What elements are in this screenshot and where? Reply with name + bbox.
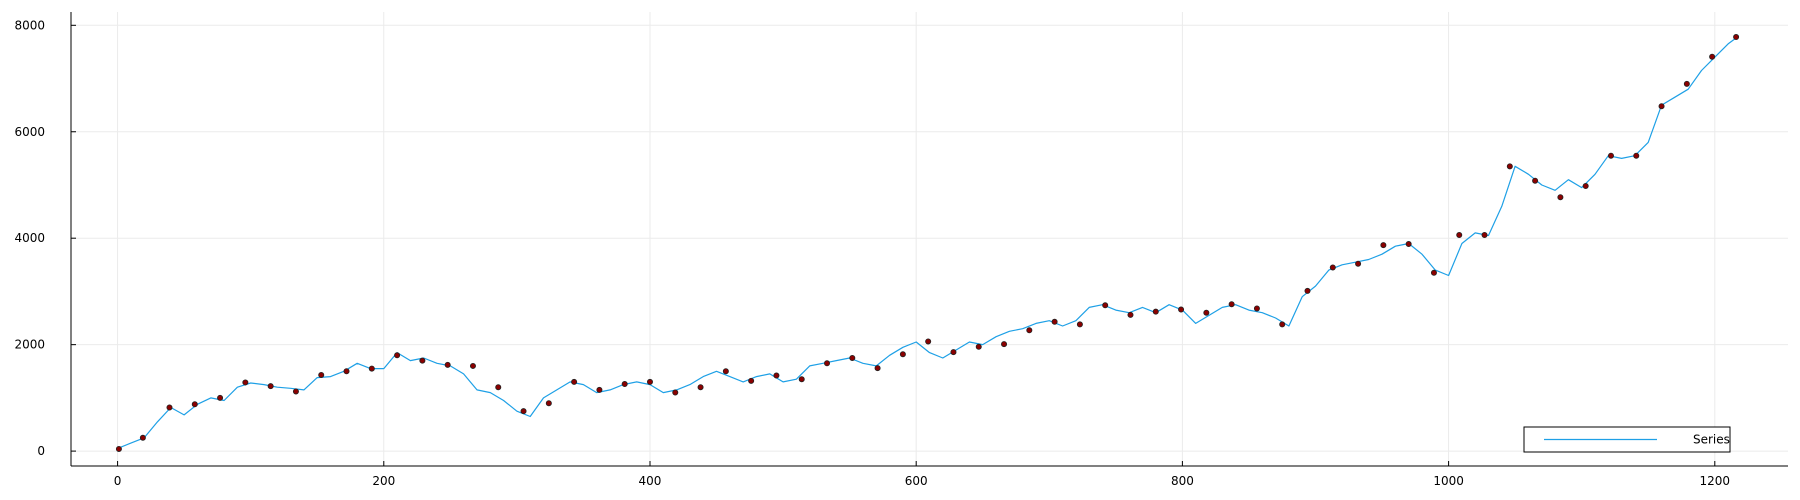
data-point-marker xyxy=(444,361,451,368)
data-point-marker xyxy=(697,384,704,391)
series-line xyxy=(117,35,1740,449)
data-point-marker xyxy=(1178,306,1185,313)
data-point-marker xyxy=(343,368,350,375)
data-point-marker xyxy=(874,365,881,372)
x-tick-label: 600 xyxy=(905,474,928,488)
data-point-marker xyxy=(1152,308,1159,315)
data-point-marker xyxy=(1203,309,1210,316)
data-point-marker xyxy=(1253,305,1260,312)
data-point-marker xyxy=(267,383,274,390)
data-point-marker xyxy=(242,379,249,386)
data-point-marker xyxy=(1279,321,1286,328)
data-point-marker xyxy=(621,381,628,388)
data-point-marker xyxy=(722,368,729,375)
data-point-marker xyxy=(849,354,856,361)
data-point-marker xyxy=(925,338,932,345)
data-point-marker xyxy=(899,351,906,358)
data-point-marker xyxy=(824,360,831,367)
data-point-marker xyxy=(1633,152,1640,159)
x-tick-label: 1000 xyxy=(1433,474,1464,488)
data-point-marker xyxy=(1228,301,1235,308)
series-layer xyxy=(117,35,1740,449)
y-tick-label: 8000 xyxy=(14,18,45,32)
data-point-marker xyxy=(217,394,224,401)
data-point-marker xyxy=(115,445,122,452)
axis-ticks: 0 200 400 600 800 1000 1200 0 2000 4000 6000 8000 xyxy=(14,18,1730,488)
data-point-marker xyxy=(191,401,198,408)
data-point-marker xyxy=(520,408,527,415)
data-point-marker xyxy=(469,362,476,369)
data-point-marker xyxy=(1683,80,1690,87)
data-point-marker xyxy=(1506,163,1513,170)
data-point-marker xyxy=(1658,103,1665,110)
legend: Series xyxy=(1523,426,1731,453)
data-point-marker xyxy=(571,378,578,385)
data-point-marker xyxy=(596,386,603,393)
legend-label: Series xyxy=(1693,433,1730,447)
data-point-marker xyxy=(1733,34,1740,41)
data-point-marker xyxy=(166,404,173,411)
data-point-marker xyxy=(773,372,780,379)
data-point-marker xyxy=(1582,183,1589,190)
data-point-marker xyxy=(1456,232,1463,239)
data-point-marker xyxy=(1026,327,1033,334)
data-point-marker xyxy=(1430,269,1437,276)
data-point-marker xyxy=(1532,177,1539,184)
data-point-marker xyxy=(646,378,653,385)
y-tick-label: 4000 xyxy=(14,231,45,245)
x-tick-label: 0 xyxy=(114,474,122,488)
data-point-marker xyxy=(394,352,401,359)
data-point-marker xyxy=(545,400,552,407)
data-point-marker xyxy=(1304,287,1311,294)
data-point-marker xyxy=(1607,152,1614,159)
data-point-marker xyxy=(1051,318,1058,325)
grid-lines xyxy=(71,12,1788,466)
axes xyxy=(70,12,1788,467)
y-tick-label: 6000 xyxy=(14,125,45,139)
data-point-marker xyxy=(672,389,679,396)
markers-layer xyxy=(115,34,1740,452)
data-point-marker xyxy=(1076,321,1083,328)
data-point-marker xyxy=(318,371,325,378)
data-point-marker xyxy=(1405,241,1412,248)
data-point-marker xyxy=(139,434,146,441)
data-point-marker xyxy=(368,365,375,372)
data-point-marker xyxy=(950,349,957,356)
data-point-marker xyxy=(975,343,982,350)
data-point-marker xyxy=(1329,264,1336,271)
data-point-marker xyxy=(1127,311,1134,318)
data-point-marker xyxy=(1481,232,1488,239)
data-point-marker xyxy=(1557,194,1564,201)
x-tick-label: 1200 xyxy=(1700,474,1731,488)
data-point-marker xyxy=(292,388,299,395)
y-tick-label: 2000 xyxy=(14,338,45,352)
data-point-marker xyxy=(1102,302,1109,309)
x-tick-label: 800 xyxy=(1171,474,1194,488)
x-tick-label: 200 xyxy=(372,474,395,488)
data-point-marker xyxy=(419,357,426,364)
data-point-marker xyxy=(1380,242,1387,249)
data-point-marker xyxy=(798,376,805,383)
x-tick-label: 400 xyxy=(639,474,662,488)
data-point-marker xyxy=(495,384,502,391)
data-point-marker xyxy=(1355,260,1362,267)
y-tick-label: 0 xyxy=(37,444,45,458)
data-point-marker xyxy=(1001,341,1008,348)
data-point-marker xyxy=(1709,53,1716,60)
data-point-marker xyxy=(748,377,755,384)
